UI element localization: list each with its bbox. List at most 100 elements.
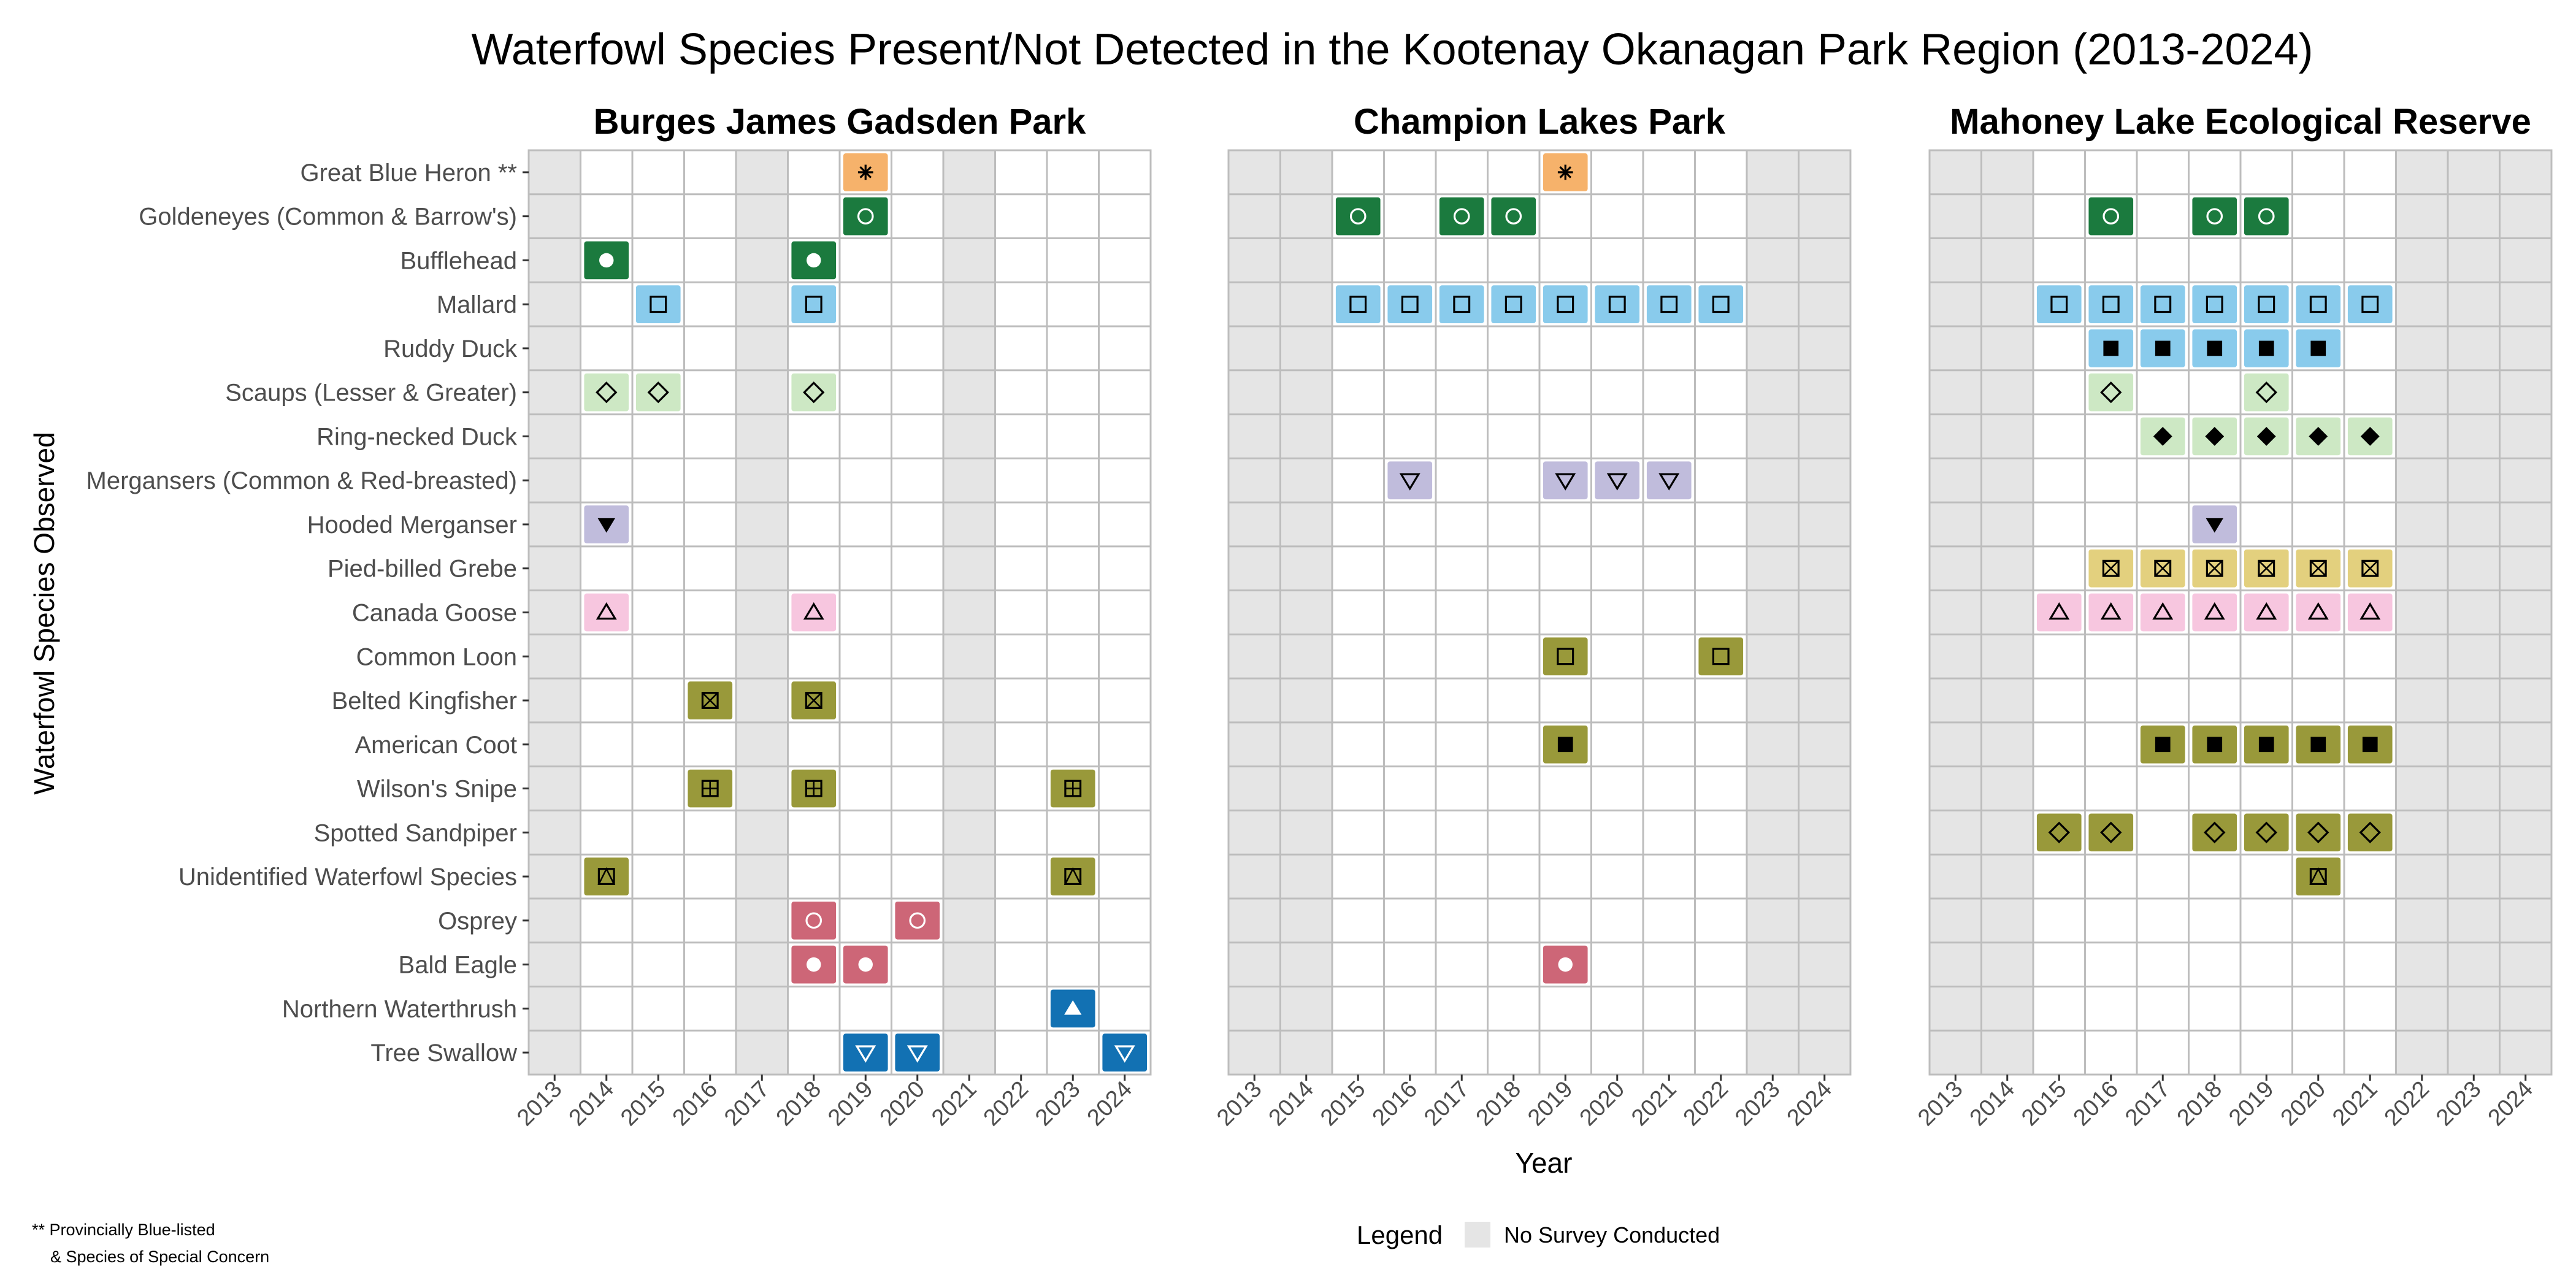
species-symbol <box>1559 166 1572 178</box>
x-tick-label: 2014 <box>1965 1076 2020 1131</box>
species-symbol <box>2258 340 2274 356</box>
species-symbol <box>2154 296 2172 313</box>
species-symbol <box>2154 559 2172 577</box>
tile-bald-eagle-2018 <box>791 945 837 984</box>
species-symbol <box>1453 296 1471 313</box>
species-symbol <box>859 166 872 178</box>
species-label-american-coot: American Coot <box>355 732 517 759</box>
x-tick-label: 2020 <box>2276 1076 2331 1131</box>
tile-fill <box>584 857 629 895</box>
species-symbol <box>2155 560 2171 577</box>
x-tick-label: 2024 <box>2483 1076 2538 1131</box>
tile-fill <box>1335 285 1381 324</box>
species-label-great-blue-heron: Great Blue Heron ** <box>300 159 517 186</box>
tile-ruddy-duck-2020 <box>2296 329 2341 367</box>
species-symbol <box>1453 208 1470 224</box>
species-symbol <box>2100 602 2122 620</box>
footnote-line-1: ** Provincially Blue-listed <box>32 1221 215 1239</box>
tile-mallard-2015 <box>2036 285 2082 324</box>
tile-wilson-s-snipe-2023 <box>1050 769 1095 808</box>
footnote-line-2: & Species of Special Concern <box>50 1248 269 1266</box>
species-symbol <box>2258 296 2275 313</box>
tile-bufflehead-2014 <box>584 241 629 280</box>
tile-spotted-sandpiper-2016 <box>2088 813 2134 852</box>
tile-mallard-2017 <box>1439 285 1484 324</box>
species-symbol <box>2361 559 2379 577</box>
tile-ring-necked-duck-2018 <box>2192 417 2237 456</box>
species-symbol <box>858 957 873 972</box>
species-symbol <box>1349 208 1367 224</box>
species-symbol <box>2103 208 2120 224</box>
facets: Burges James Gadsden Park201320142015201… <box>512 102 2553 1131</box>
species-symbol <box>803 381 825 404</box>
x-tick-label: 2024 <box>1083 1076 1137 1131</box>
tile-mallard-2018 <box>1491 285 1536 324</box>
tile-bald-eagle-2019 <box>1543 945 1588 984</box>
tile-fill <box>791 593 837 632</box>
tile-fill <box>1543 461 1588 500</box>
tile-american-coot-2019 <box>2244 725 2289 764</box>
species-symbol <box>2362 737 2378 753</box>
tile-fill <box>2088 285 2134 324</box>
species-symbol <box>701 692 719 709</box>
species-symbol <box>2307 602 2329 620</box>
species-symbol <box>1555 473 1576 491</box>
x-tick-label: 2014 <box>1264 1076 1319 1131</box>
tile-mallard-2016 <box>1387 285 1433 324</box>
species-symbol <box>2309 427 2328 446</box>
tile-fill <box>635 373 681 412</box>
x-tick-label: 2023 <box>2431 1076 2486 1131</box>
x-tick-label: 2013 <box>1913 1076 1968 1131</box>
species-symbol <box>1608 296 1626 313</box>
tile-great-blue-heron-2019 <box>843 153 888 191</box>
species-symbol <box>1606 473 1628 491</box>
x-tick-label: 2018 <box>2172 1076 2227 1131</box>
tile-fill <box>584 593 629 632</box>
tile-fill <box>2244 197 2289 236</box>
species-symbol <box>2258 208 2275 224</box>
x-tick-label: 2016 <box>1368 1076 1422 1131</box>
tile-spotted-sandpiper-2018 <box>2192 813 2237 852</box>
tile-osprey-2018 <box>791 901 837 940</box>
species-symbol <box>2258 560 2275 577</box>
tile-ring-necked-duck-2017 <box>2140 417 2185 456</box>
legend-swatch-no-survey <box>1465 1222 1490 1248</box>
tile-unidentified-waterfowl-species-2014 <box>584 857 629 895</box>
species-symbol <box>1349 296 1367 313</box>
tile-fill <box>1543 285 1588 324</box>
species-symbol <box>805 692 822 709</box>
tile-scaups-lesser-greater-2018 <box>791 373 837 412</box>
tile-american-coot-2021 <box>2347 725 2393 764</box>
tile-mallard-2017 <box>2140 285 2185 324</box>
tile-fill <box>2296 593 2341 632</box>
facet-champion-lakes-park: Champion Lakes Park201320142015201620172… <box>1212 102 1852 1131</box>
x-tick-label: 2015 <box>616 1076 670 1131</box>
species-symbol <box>2155 737 2171 753</box>
species-symbol <box>1558 957 1573 972</box>
species-symbol <box>2100 381 2122 404</box>
tile-fill <box>1335 197 1381 236</box>
tile-fill <box>2296 857 2341 895</box>
species-label-canada-goose: Canada Goose <box>352 600 517 627</box>
x-tick-label: 2021 <box>927 1076 981 1131</box>
species-label-wilson-s-snipe: Wilson's Snipe <box>357 776 517 803</box>
tile-fill <box>1595 285 1640 324</box>
species-symbol <box>702 692 718 709</box>
species-label-ring-necked-duck: Ring-necked Duck <box>316 423 518 450</box>
tile-fill <box>2088 373 2134 412</box>
x-tick-label: 2015 <box>2017 1076 2071 1131</box>
tile-fill <box>2036 593 2082 632</box>
tile-mallard-2020 <box>1595 285 1640 324</box>
tile-belted-kingfisher-2018 <box>791 681 837 719</box>
tile-canada-goose-2020 <box>2296 593 2341 632</box>
tile-fill <box>2036 813 2082 852</box>
tile-hooded-merganser-2014 <box>584 505 629 543</box>
tile-fill <box>2347 593 2393 632</box>
tile-goldeneyes-common-barrow-s-2018 <box>1491 197 1536 236</box>
tile-fill <box>2036 285 2082 324</box>
tile-unidentified-waterfowl-species-2023 <box>1050 857 1095 895</box>
tile-fill <box>2192 813 2237 852</box>
tile-fill <box>1102 1033 1148 1071</box>
tile-mallard-2020 <box>2296 285 2341 324</box>
